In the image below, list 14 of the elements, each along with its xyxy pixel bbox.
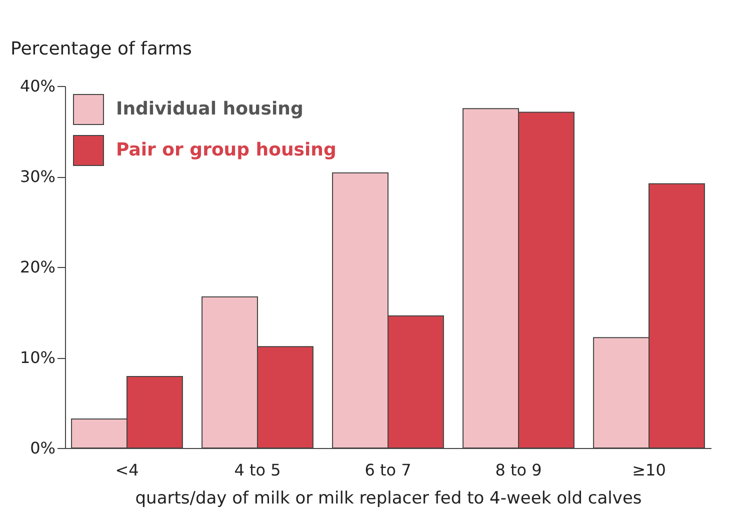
y-tick-label: 40% — [20, 76, 56, 96]
y-axis-title: Percentage of farms — [10, 38, 192, 60]
legend-label: Pair or group housing — [116, 140, 336, 160]
x-tick-label: 6 to 7 — [364, 460, 412, 480]
x-tick-label: 8 to 9 — [495, 460, 542, 480]
y-tick-label: 0% — [30, 438, 56, 458]
x-tick-label: 4 to 5 — [234, 460, 281, 480]
x-tick-label: ≥10 — [632, 460, 666, 480]
y-tick-label: 20% — [20, 258, 56, 276]
x-tick-label: <4 — [115, 460, 139, 480]
y-tick-label: 30% — [20, 167, 56, 186]
legend-label: Individual housing — [116, 98, 304, 120]
y-tick-label: 10% — [20, 348, 56, 367]
x-axis-title: quarts/day of milk or milk replacer fed to 4-week old calves — [135, 488, 642, 508]
